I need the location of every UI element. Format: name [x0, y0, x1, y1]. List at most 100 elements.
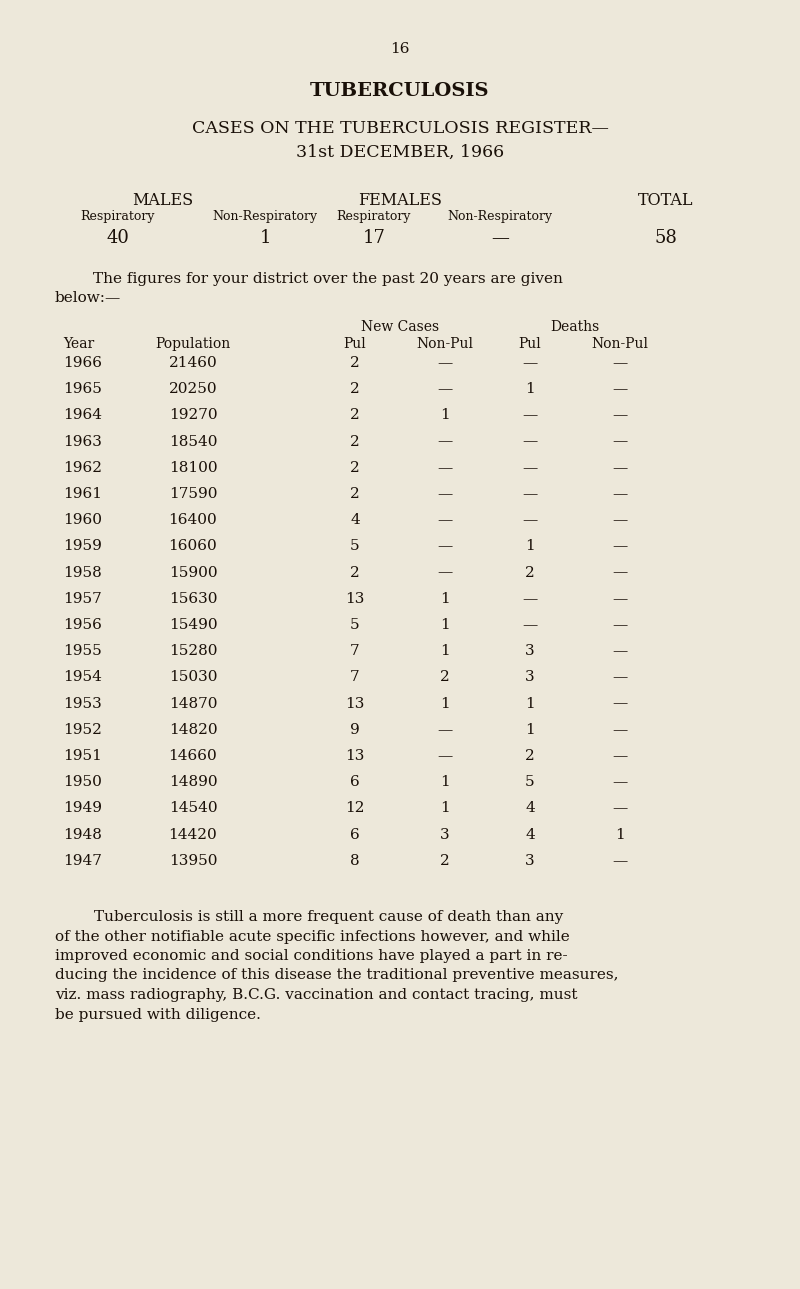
Text: 13: 13	[346, 592, 365, 606]
Text: Non-Pul: Non-Pul	[417, 336, 474, 351]
Text: 14660: 14660	[169, 749, 218, 763]
Text: —: —	[612, 566, 628, 580]
Text: —: —	[522, 460, 538, 474]
Text: —: —	[522, 513, 538, 527]
Text: —: —	[491, 229, 509, 247]
Text: 1963: 1963	[63, 434, 102, 449]
Text: —: —	[438, 434, 453, 449]
Text: 1958: 1958	[63, 566, 102, 580]
Text: 15900: 15900	[169, 566, 218, 580]
Text: 3: 3	[525, 670, 535, 684]
Text: —: —	[612, 802, 628, 816]
Text: 1957: 1957	[63, 592, 102, 606]
Text: 16400: 16400	[169, 513, 218, 527]
Text: 1: 1	[440, 617, 450, 632]
Text: —: —	[438, 749, 453, 763]
Text: —: —	[522, 356, 538, 370]
Text: 9: 9	[350, 723, 360, 737]
Text: 1: 1	[440, 775, 450, 789]
Text: 1960: 1960	[63, 513, 102, 527]
Text: 21460: 21460	[169, 356, 218, 370]
Text: 4: 4	[525, 802, 535, 816]
Text: Respiratory: Respiratory	[337, 210, 411, 223]
Text: 14420: 14420	[169, 828, 218, 842]
Text: 1964: 1964	[63, 409, 102, 423]
Text: 40: 40	[106, 229, 130, 247]
Text: 1965: 1965	[63, 383, 102, 396]
Text: 13: 13	[346, 696, 365, 710]
Text: TOTAL: TOTAL	[638, 192, 694, 209]
Text: 15630: 15630	[169, 592, 218, 606]
Text: —: —	[612, 644, 628, 659]
Text: 14540: 14540	[169, 802, 218, 816]
Text: 2: 2	[350, 383, 360, 396]
Text: Non-Pul: Non-Pul	[591, 336, 649, 351]
Text: 1: 1	[525, 539, 535, 553]
Text: 2: 2	[350, 487, 360, 501]
Text: 1: 1	[440, 592, 450, 606]
Text: 4: 4	[350, 513, 360, 527]
Text: 1: 1	[259, 229, 270, 247]
Text: 2: 2	[525, 566, 535, 580]
Text: 13: 13	[346, 749, 365, 763]
Text: 3: 3	[525, 853, 535, 867]
Text: —: —	[612, 513, 628, 527]
Text: 1: 1	[440, 802, 450, 816]
Text: —: —	[438, 383, 453, 396]
Text: 14870: 14870	[169, 696, 218, 710]
Text: 1: 1	[525, 723, 535, 737]
Text: 4: 4	[525, 828, 535, 842]
Text: 1: 1	[525, 696, 535, 710]
Text: 2: 2	[350, 460, 360, 474]
Text: —: —	[612, 409, 628, 423]
Text: 6: 6	[350, 828, 360, 842]
Text: Non-Respiratory: Non-Respiratory	[447, 210, 553, 223]
Text: 17: 17	[362, 229, 386, 247]
Text: 2: 2	[440, 853, 450, 867]
Text: 1953: 1953	[63, 696, 102, 710]
Text: —: —	[438, 539, 453, 553]
Text: CASES ON THE TUBERCULOSIS REGISTER—: CASES ON THE TUBERCULOSIS REGISTER—	[191, 120, 609, 137]
Text: 2: 2	[350, 434, 360, 449]
Text: 20250: 20250	[169, 383, 218, 396]
Text: —: —	[438, 566, 453, 580]
Text: —: —	[612, 775, 628, 789]
Text: —: —	[438, 723, 453, 737]
Text: 1: 1	[525, 383, 535, 396]
Text: —: —	[438, 513, 453, 527]
Text: —: —	[522, 434, 538, 449]
Text: 1954: 1954	[63, 670, 102, 684]
Text: 1952: 1952	[63, 723, 102, 737]
Text: 1959: 1959	[63, 539, 102, 553]
Text: 14890: 14890	[169, 775, 218, 789]
Text: 19270: 19270	[169, 409, 218, 423]
Text: 16: 16	[390, 43, 410, 55]
Text: 1950: 1950	[63, 775, 102, 789]
Text: 1951: 1951	[63, 749, 102, 763]
Text: —: —	[612, 434, 628, 449]
Text: —: —	[612, 696, 628, 710]
Text: —: —	[438, 356, 453, 370]
Text: —: —	[612, 356, 628, 370]
Text: Pul: Pul	[518, 336, 542, 351]
Text: Year: Year	[63, 336, 94, 351]
Text: —: —	[612, 539, 628, 553]
Text: —: —	[612, 749, 628, 763]
Text: MALES: MALES	[133, 192, 194, 209]
Text: TUBERCULOSIS: TUBERCULOSIS	[310, 82, 490, 101]
Text: 14820: 14820	[169, 723, 218, 737]
Text: 1961: 1961	[63, 487, 102, 501]
Text: —: —	[612, 670, 628, 684]
Text: —: —	[612, 592, 628, 606]
Text: viz. mass radiography, B.C.G. vaccination and contact tracing, must: viz. mass radiography, B.C.G. vaccinatio…	[55, 987, 578, 1002]
Text: —: —	[612, 617, 628, 632]
Text: —: —	[522, 487, 538, 501]
Text: 1: 1	[440, 409, 450, 423]
Text: Respiratory: Respiratory	[81, 210, 155, 223]
Text: 1: 1	[615, 828, 625, 842]
Text: —: —	[522, 409, 538, 423]
Text: 3: 3	[440, 828, 450, 842]
Text: 2: 2	[440, 670, 450, 684]
Text: 1966: 1966	[63, 356, 102, 370]
Text: 2: 2	[350, 356, 360, 370]
